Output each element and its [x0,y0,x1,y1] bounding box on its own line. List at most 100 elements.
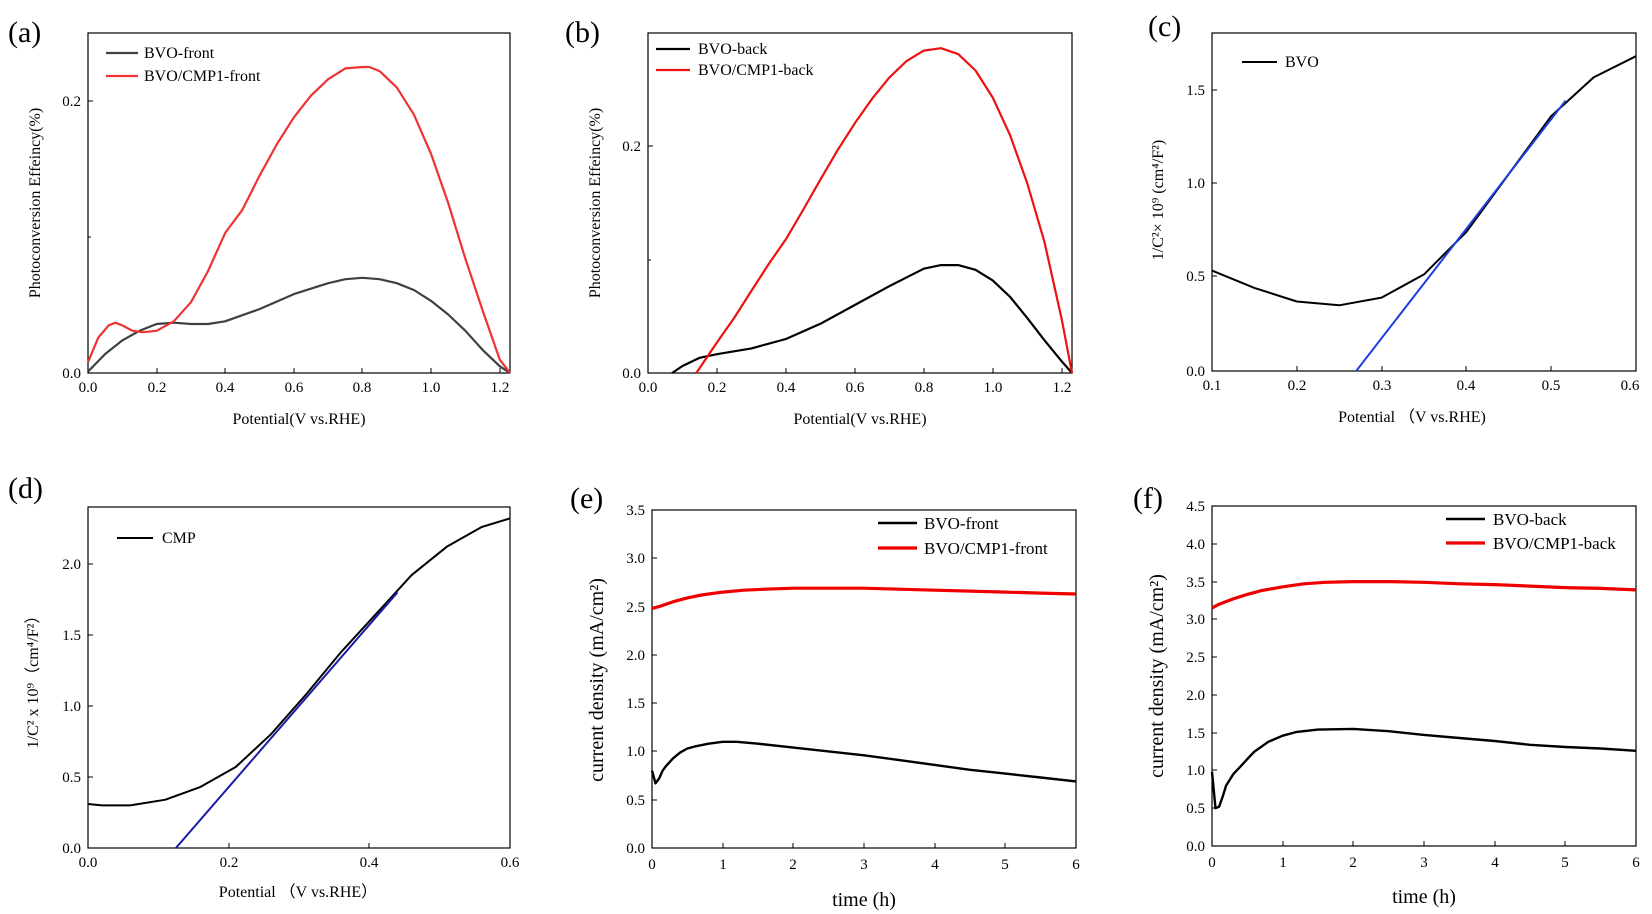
panel-d-ytick-label: 1.5 [62,628,81,644]
panel-a-xtick-label: 0.2 [148,380,167,396]
panel-b-ytick-label: 0.0 [622,366,641,382]
panel-f-ytick-label: 1.0 [1186,763,1205,779]
panel-e-ytick-label: 2.0 [626,648,645,664]
panel-c-fit-line [1355,99,1567,372]
panel-c-ytick-label: 1.5 [1186,83,1205,99]
panel-a-xtick-label: 0.4 [216,380,235,396]
panel-d-xtick-label: 0.4 [360,855,379,871]
panel-c-xtick-label: 0.6 [1621,378,1640,394]
panel-a-series-line-bvo-cmp1-front [86,65,511,374]
panel-a-legend-label: BVO-front [144,45,215,62]
panel-b-legend-label: BVO/CMP1-back [698,62,814,79]
panel-c-xtick-label: 0.3 [1373,378,1392,394]
panel-e-yticks: 0.0 0.5 1.0 1.5 2.0 2.5 3.0 3.5 [626,503,657,857]
panel-e-xticks: 0 1 2 3 4 5 6 [648,843,1080,873]
panel-e-xtick-label: 3 [860,857,868,873]
panel-e: (e) 0 1 2 3 4 5 6 0.0 [570,482,1080,911]
panel-c-legend-label: BVO [1285,54,1319,71]
panel-e-legend-label: BVO-front [924,514,999,533]
panel-c-ytick-label: 0.0 [1186,364,1205,380]
panel-d-ytick-label: 1.0 [62,699,81,715]
panel-e-xtick-label: 1 [719,857,727,873]
panel-f-series-layer [1210,579,1637,810]
panel-d-xlabel: Potential （V vs.RHE） [219,883,377,901]
panel-e-ytick-label: 3.0 [626,551,645,567]
panel-d-legend-label: CMP [162,530,196,547]
panel-d-fit-line [175,591,399,849]
panel-b-series-layer [671,47,1074,374]
panel-a-frame [87,32,511,374]
panel-d-ylabel: 1/C² x 10⁹（cm⁴/F²） [24,608,42,749]
panel-e-xtick-label: 2 [789,857,797,873]
panel-d-xtick-label: 0.2 [220,855,239,871]
panel-f-frame [1211,505,1637,847]
panel-a-xtick-label: 1.2 [491,380,510,396]
panel-a-series-layer [86,65,511,374]
panel-b-xticks: 0.0 0.2 0.4 0.6 0.8 1.0 1.2 [639,368,1071,396]
panel-a-series-line-bvo-front [87,276,511,374]
panel-e-series-layer [650,586,1077,785]
panel-b-series-line-bvo-back [671,264,1073,374]
panel-e-legend-label: BVO/CMP1-front [924,539,1048,558]
panel-b-xtick-label: 0.8 [915,380,934,396]
panel-d-frame [87,506,511,849]
panel-b-xlabel: Potential(V vs.RHE) [793,411,926,428]
panel-c-frame [1211,32,1637,372]
panel-a-legend: BVO-front BVO/CMP1-front [106,45,261,85]
panel-f-ytick-label: 2.0 [1186,688,1205,704]
panel-b-legend: BVO-back BVO/CMP1-back [656,41,814,79]
panel-c-xtick-label: 0.5 [1542,378,1561,394]
panel-b-xtick-label: 0.2 [708,380,727,396]
panel-e-xtick-label: 4 [931,857,939,873]
panel-f-ytick-label: 3.0 [1186,612,1205,628]
panel-b-xtick-label: 1.0 [984,380,1003,396]
panel-c-xlabel: Potential （V vs.RHE) [1338,408,1486,426]
panel-b-legend-label: BVO-back [698,41,767,58]
panel-b-ytick-label: 0.2 [622,139,641,155]
panel-b-yticks: 0.0 0.2 [622,139,653,382]
panel-f-xtick-label: 1 [1279,855,1287,871]
panel-f-legend-label: BVO/CMP1-back [1493,534,1616,553]
panel-a-xticks: 0.0 0.2 0.4 0.6 0.8 1.0 1.2 [79,368,510,396]
panel-e-xlabel: time (h) [832,889,896,911]
panel-f-xtick-label: 2 [1349,855,1357,871]
panel-c-series-line-bvo [1211,55,1637,307]
panel-f-ytick-label: 4.0 [1186,537,1205,553]
panel-c-xtick-label: 0.2 [1288,378,1307,394]
panel-b-series-line-bvo-cmp1-back [695,47,1074,374]
panel-f-series-line-bvo-back [1210,727,1637,810]
panel-f-xtick-label: 5 [1561,855,1569,871]
panel-f-xtick-label: 4 [1491,855,1499,871]
panel-f-series-line-bvo-cmp1-back [1211,579,1637,610]
panel-e-xtick-label: 0 [648,857,656,873]
panel-e-ylabel: current density (mA/cm²) [586,578,608,782]
panel-a-xtick-label: 0.6 [285,380,304,396]
panel-a: (a) 0.0 0.2 0.4 0.6 0.8 1.0 1.2 0.0 0.2 … [8,16,511,428]
panel-d-ytick-label: 2.0 [62,557,81,573]
panel-e-series-line-bvo-cmp1-front [651,586,1077,611]
panel-c-ytick-label: 1.0 [1186,176,1205,192]
panel-c-yticks: 0.0 0.5 1.0 1.5 [1186,83,1217,380]
panel-d-xtick-label: 0.0 [79,855,98,871]
panel-e-ytick-label: 1.5 [626,696,645,712]
panel-c-xtick-label: 0.1 [1203,378,1222,394]
panel-a-ylabel: Photoconversion Effeincy(%) [27,108,44,298]
panel-a-xtick-label: 0.0 [79,380,98,396]
panel-f-ytick-label: 0.5 [1186,801,1205,817]
panel-e-series-line-bvo-front [650,740,1077,785]
panel-e-xtick-label: 6 [1072,857,1080,873]
panel-f-legend: BVO-back BVO/CMP1-back [1446,510,1616,553]
panel-f-letter: (f) [1133,482,1163,515]
panel-e-xtick-label: 5 [1001,857,1009,873]
panel-d-letter: (d) [8,472,43,505]
panel-a-legend-label: BVO/CMP1-front [144,68,261,85]
panel-b-xtick-label: 0.6 [846,380,865,396]
panel-b-frame [647,32,1073,374]
panel-f-ytick-label: 2.5 [1186,650,1205,666]
panel-b-xtick-label: 0.0 [639,380,658,396]
panel-e-ytick-label: 1.0 [626,744,645,760]
panel-a-yticks: 0.0 0.2 [62,94,93,382]
panel-f-xtick-label: 3 [1420,855,1428,871]
panel-b-xtick-label: 0.4 [777,380,796,396]
